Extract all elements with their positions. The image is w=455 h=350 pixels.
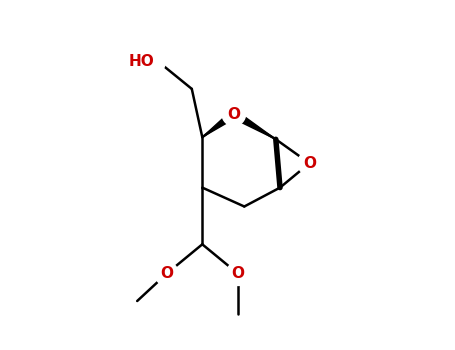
Circle shape	[298, 152, 321, 175]
Text: O: O	[228, 107, 240, 121]
Circle shape	[155, 262, 178, 286]
Text: HO: HO	[128, 54, 154, 69]
Polygon shape	[232, 111, 276, 139]
Text: O: O	[232, 266, 244, 281]
Circle shape	[222, 102, 246, 126]
Circle shape	[226, 262, 250, 286]
Polygon shape	[202, 111, 236, 137]
Text: O: O	[303, 156, 316, 171]
Text: O: O	[160, 266, 173, 281]
Circle shape	[138, 48, 165, 75]
